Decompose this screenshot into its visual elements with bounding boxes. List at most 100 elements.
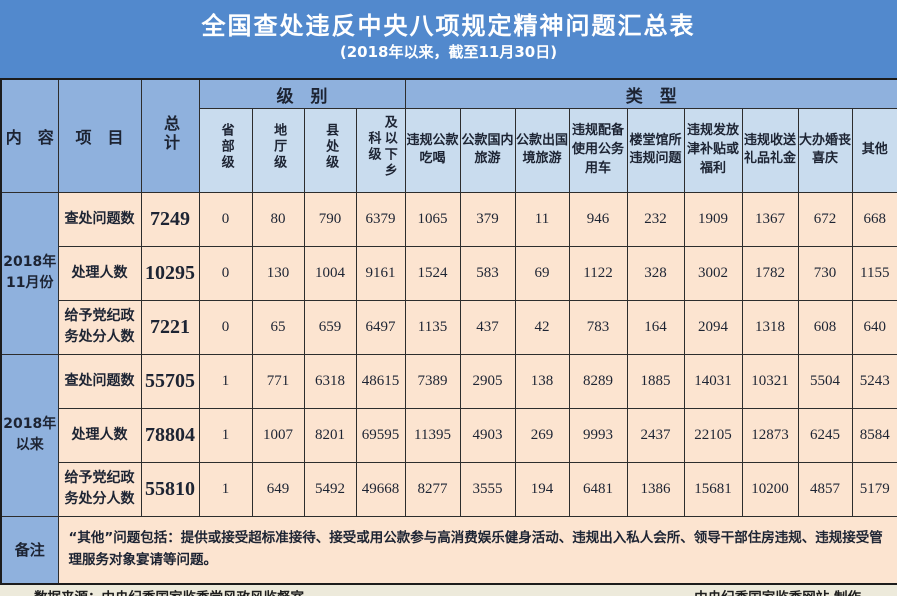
value-cell: 1155 bbox=[851, 245, 897, 301]
value-cell: 2094 bbox=[683, 299, 743, 355]
value-cell: 11 bbox=[514, 191, 570, 247]
value-cell: 11395 bbox=[404, 407, 461, 463]
value-cell: 1 bbox=[198, 353, 253, 409]
total-value: 55810 bbox=[140, 461, 200, 517]
table-row-month-persons: 处理人数 10295 0 130 1004 9161 1524 583 69 1… bbox=[1, 245, 897, 301]
table-row-ytd-punished: 给予党纪政务处分人数 55810 1 649 5492 49668 8277 3… bbox=[1, 461, 897, 517]
col-header-gongkuan-chihe: 违规公款吃喝 bbox=[404, 108, 461, 193]
value-cell: 4903 bbox=[459, 407, 516, 463]
data-source-text: 数据来源：中央纪委国家监委党风政风监督室 bbox=[34, 586, 304, 596]
value-cell: 4857 bbox=[797, 461, 853, 517]
col-header-project: 项 目 bbox=[57, 78, 142, 193]
col-header-total: 总计 bbox=[140, 78, 200, 193]
group-header-type: 类 型 bbox=[404, 78, 897, 109]
row-label: 处理人数 bbox=[57, 407, 142, 463]
remark-label: 备注 bbox=[0, 515, 59, 585]
value-cell: 649 bbox=[251, 461, 305, 517]
value-cell: 8584 bbox=[851, 407, 897, 463]
value-cell: 3002 bbox=[683, 245, 743, 301]
value-cell: 22105 bbox=[683, 407, 743, 463]
value-cell: 1065 bbox=[404, 191, 461, 247]
value-cell: 42 bbox=[514, 299, 570, 355]
col-header-ditingji: 地厅级 bbox=[251, 108, 305, 193]
value-cell: 608 bbox=[797, 299, 853, 355]
row-label: 查处问题数 bbox=[57, 191, 142, 247]
value-cell: 6497 bbox=[355, 299, 406, 355]
value-cell: 771 bbox=[251, 353, 305, 409]
value-cell: 3555 bbox=[459, 461, 516, 517]
value-cell: 8277 bbox=[404, 461, 461, 517]
value-cell: 8289 bbox=[568, 353, 628, 409]
value-cell: 437 bbox=[459, 299, 516, 355]
col-header-guonei-lvyou: 公款国内旅游 bbox=[459, 108, 516, 193]
total-value: 55705 bbox=[140, 353, 200, 409]
value-cell: 10200 bbox=[741, 461, 799, 517]
col-header-hunsang-xiqing: 大办婚丧喜庆 bbox=[797, 108, 853, 193]
value-cell: 5243 bbox=[851, 353, 897, 409]
table-row-ytd-problems: 2018年 以来 查处问题数 55705 1 771 6318 48615 73… bbox=[0, 353, 897, 517]
table-row-ytd-persons: 处理人数 78804 1 1007 8201 69595 11395 4903 … bbox=[1, 407, 897, 463]
col-header-shengbuji: 省部级 bbox=[198, 108, 253, 193]
value-cell: 379 bbox=[459, 191, 516, 247]
page-subtitle: (2018年以来，截至11月30日) bbox=[339, 43, 558, 61]
value-cell: 5504 bbox=[797, 353, 853, 409]
col-header-chuguojing-lvyou: 公款出国境旅游 bbox=[514, 108, 570, 193]
value-cell: 790 bbox=[303, 191, 357, 247]
value-cell: 0 bbox=[198, 299, 253, 355]
value-cell: 783 bbox=[568, 299, 628, 355]
value-cell: 1122 bbox=[568, 245, 628, 301]
value-cell: 730 bbox=[797, 245, 853, 301]
total-vertical-text: 总计 bbox=[161, 114, 180, 153]
value-cell: 48615 bbox=[355, 353, 406, 409]
col-header-lipin-lijin: 违规收送礼品礼金 bbox=[741, 108, 799, 193]
total-value: 78804 bbox=[140, 407, 200, 463]
value-cell: 640 bbox=[851, 299, 897, 355]
value-cell: 69 bbox=[514, 245, 570, 301]
value-cell: 1004 bbox=[303, 245, 357, 301]
subheader-row: 省部级 地厅级 县处级 及以下乡 科级 违规公款吃喝 公款国内旅游 公款出国境旅… bbox=[1, 108, 897, 193]
value-cell: 1318 bbox=[741, 299, 799, 355]
col-header-qita: 其他 bbox=[851, 108, 897, 193]
value-cell: 946 bbox=[568, 191, 628, 247]
value-cell: 0 bbox=[198, 191, 253, 247]
remark-row: 备注 “其他”问题包括：提供或接受超标准接待、接受或用公款参与高消费娱乐健身活动… bbox=[0, 515, 897, 585]
row-group-label-month: 2018年 11月份 bbox=[0, 191, 59, 355]
value-cell: 1782 bbox=[741, 245, 799, 301]
value-cell: 49668 bbox=[355, 461, 406, 517]
value-cell: 65 bbox=[251, 299, 305, 355]
value-cell: 15681 bbox=[683, 461, 743, 517]
row-label: 给予党纪政务处分人数 bbox=[57, 461, 142, 517]
value-cell: 672 bbox=[797, 191, 853, 247]
total-value: 7249 bbox=[140, 191, 200, 247]
value-cell: 269 bbox=[514, 407, 570, 463]
col-header-jinbutie-fuli: 违规发放津补贴或福利 bbox=[683, 108, 743, 193]
value-cell: 1135 bbox=[404, 299, 461, 355]
page-title: 全国查处违反中央八项规定精神问题汇总表 bbox=[201, 12, 696, 40]
title-block: 全国查处违反中央八项规定精神问题汇总表 (2018年以来，截至11月30日) bbox=[0, 0, 897, 78]
value-cell: 10321 bbox=[741, 353, 799, 409]
value-cell: 1007 bbox=[251, 407, 305, 463]
value-cell: 0 bbox=[198, 245, 253, 301]
row-label: 处理人数 bbox=[57, 245, 142, 301]
value-cell: 12873 bbox=[741, 407, 799, 463]
value-cell: 6379 bbox=[355, 191, 406, 247]
row-label: 给予党纪政务处分人数 bbox=[57, 299, 142, 355]
value-cell: 14031 bbox=[683, 353, 743, 409]
total-value: 7221 bbox=[140, 299, 200, 355]
value-cell: 164 bbox=[626, 299, 685, 355]
value-cell: 1909 bbox=[683, 191, 743, 247]
value-cell: 1 bbox=[198, 461, 253, 517]
value-cell: 5492 bbox=[303, 461, 357, 517]
value-cell: 130 bbox=[251, 245, 305, 301]
value-cell: 1386 bbox=[626, 461, 685, 517]
value-cell: 6481 bbox=[568, 461, 628, 517]
table-row-month-punished: 给予党纪政务处分人数 7221 0 65 659 6497 1135 437 4… bbox=[1, 299, 897, 355]
col-header-loutang-guansuo: 楼堂馆所违规问题 bbox=[626, 108, 685, 193]
value-cell: 1 bbox=[198, 407, 253, 463]
col-header-xianchuji: 县处级 bbox=[303, 108, 357, 193]
value-cell: 1367 bbox=[741, 191, 799, 247]
value-cell: 7389 bbox=[404, 353, 461, 409]
col-header-xiangkeji-and-below: 及以下乡 科级 bbox=[355, 108, 406, 193]
row-label: 查处问题数 bbox=[57, 353, 142, 409]
